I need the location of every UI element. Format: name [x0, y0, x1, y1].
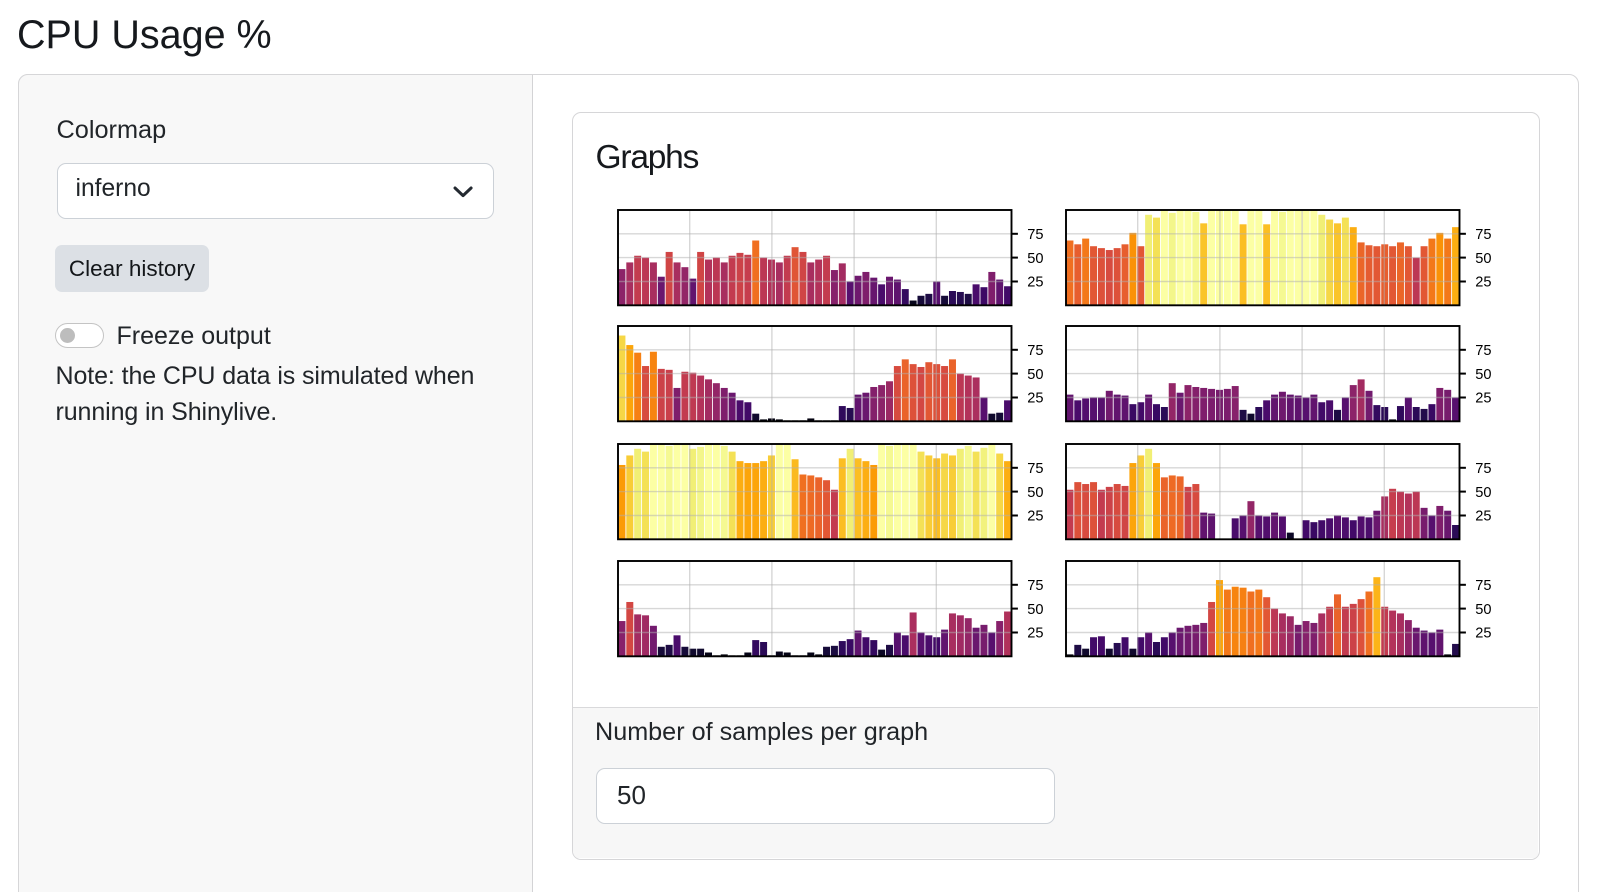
svg-text:75: 75	[1475, 461, 1491, 477]
svg-text:50: 50	[1027, 485, 1043, 501]
svg-text:25: 25	[1027, 274, 1043, 290]
svg-text:25: 25	[1027, 625, 1043, 641]
svg-text:75: 75	[1027, 461, 1043, 477]
svg-text:25: 25	[1475, 274, 1491, 290]
svg-text:75: 75	[1027, 227, 1043, 243]
svg-text:50: 50	[1475, 367, 1491, 383]
svg-text:75: 75	[1475, 343, 1491, 359]
svg-text:50: 50	[1027, 602, 1043, 618]
svg-text:75: 75	[1027, 578, 1043, 594]
svg-text:25: 25	[1027, 391, 1043, 407]
svg-text:25: 25	[1027, 509, 1043, 525]
svg-text:50: 50	[1475, 250, 1491, 266]
svg-text:25: 25	[1475, 391, 1491, 407]
svg-text:25: 25	[1475, 509, 1491, 525]
svg-text:50: 50	[1475, 485, 1491, 501]
svg-text:75: 75	[1027, 343, 1043, 359]
svg-text:50: 50	[1027, 367, 1043, 383]
svg-text:75: 75	[1475, 578, 1491, 594]
svg-text:50: 50	[1475, 602, 1491, 618]
svg-text:25: 25	[1475, 625, 1491, 641]
svg-text:75: 75	[1475, 227, 1491, 243]
svg-text:50: 50	[1027, 250, 1043, 266]
